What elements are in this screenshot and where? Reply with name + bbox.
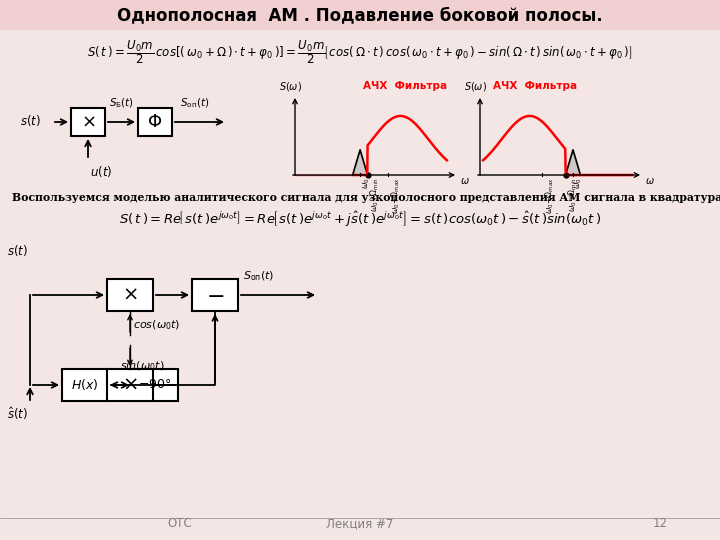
Text: $\Phi$: $\Phi$ xyxy=(148,113,163,131)
Text: $\omega_0\!+\!\Omega_{min}$: $\omega_0\!+\!\Omega_{min}$ xyxy=(369,177,381,212)
Text: Однополосная  АМ . Подавление боковой полосы.: Однополосная АМ . Подавление боковой пол… xyxy=(117,6,603,24)
Text: $\times$: $\times$ xyxy=(122,376,138,394)
Text: Лекция #7: Лекция #7 xyxy=(326,517,394,530)
Bar xyxy=(192,279,238,311)
Text: $\omega_0$: $\omega_0$ xyxy=(574,177,585,188)
Text: $-$: $-$ xyxy=(206,284,224,306)
Text: Воспользуемся моделью аналитического сигнала для узкополосного представления АМ : Воспользуемся моделью аналитического сиг… xyxy=(12,192,720,203)
Text: $S(\omega)$: $S(\omega)$ xyxy=(279,80,302,93)
Text: $S_{\rm оп}(t)$: $S_{\rm оп}(t)$ xyxy=(243,269,274,283)
Bar xyxy=(132,369,178,401)
Text: $S_{\rm Б}(t)$: $S_{\rm Б}(t)$ xyxy=(109,97,134,110)
Text: $\omega$: $\omega$ xyxy=(460,176,469,186)
Text: $\times$: $\times$ xyxy=(122,286,138,304)
Bar xyxy=(62,369,108,401)
Polygon shape xyxy=(566,150,580,175)
Text: $\omega_0\!+\!\Omega_{max}$: $\omega_0\!+\!\Omega_{max}$ xyxy=(389,177,402,213)
Text: $\times$: $\times$ xyxy=(81,113,95,131)
Text: $S(\,t\,) = Re\!\left[\,s(t\,)e^{j\omega_0 t}\right] = Re\!\left[\,s(t\,)e^{j\om: $S(\,t\,) = Re\!\left[\,s(t\,)e^{j\omega… xyxy=(119,210,601,229)
Text: 12: 12 xyxy=(652,517,667,530)
Bar xyxy=(107,369,153,401)
Text: $S_{\rm оп}(t)$: $S_{\rm оп}(t)$ xyxy=(180,97,210,110)
Bar xyxy=(71,108,105,136)
Bar xyxy=(0,0,720,30)
Text: ОТС: ОТС xyxy=(168,517,192,530)
Text: $S(\,t\,) = \dfrac{U_0 m}{2}\,cos[(\,\omega_0 + \Omega\,)\cdot t + \varphi_0\,)]: $S(\,t\,) = \dfrac{U_0 m}{2}\,cos[(\,\om… xyxy=(87,38,633,66)
Text: $\omega$: $\omega$ xyxy=(645,176,654,186)
Text: АЧХ  Фильтра: АЧХ Фильтра xyxy=(492,81,577,91)
Bar xyxy=(107,279,153,311)
Text: $\omega_0\!-\!\Omega_{min}$: $\omega_0\!-\!\Omega_{min}$ xyxy=(567,177,579,212)
Text: $u(t)$: $u(t)$ xyxy=(90,164,112,179)
Text: $cos(\omega_0 t)$: $cos(\omega_0 t)$ xyxy=(133,319,181,332)
Text: $s(t)$: $s(t)$ xyxy=(20,113,41,129)
Text: $s(t)$: $s(t)$ xyxy=(7,242,28,258)
Polygon shape xyxy=(353,150,367,175)
Text: $\omega_0\!-\!\Omega_{max}$: $\omega_0\!-\!\Omega_{max}$ xyxy=(543,177,556,213)
Text: $\hat{s}(t)$: $\hat{s}(t)$ xyxy=(7,405,28,422)
Text: $\omega_0$: $\omega_0$ xyxy=(361,177,372,188)
Text: $S(\omega)$: $S(\omega)$ xyxy=(464,80,487,93)
Text: АЧХ  Фильтра: АЧХ Фильтра xyxy=(364,81,447,91)
Text: $H(x)$: $H(x)$ xyxy=(71,377,99,393)
Text: $-90°$: $-90°$ xyxy=(138,379,172,392)
Text: $sin(\omega_0 t)$: $sin(\omega_0 t)$ xyxy=(120,360,165,373)
Bar xyxy=(138,108,172,136)
